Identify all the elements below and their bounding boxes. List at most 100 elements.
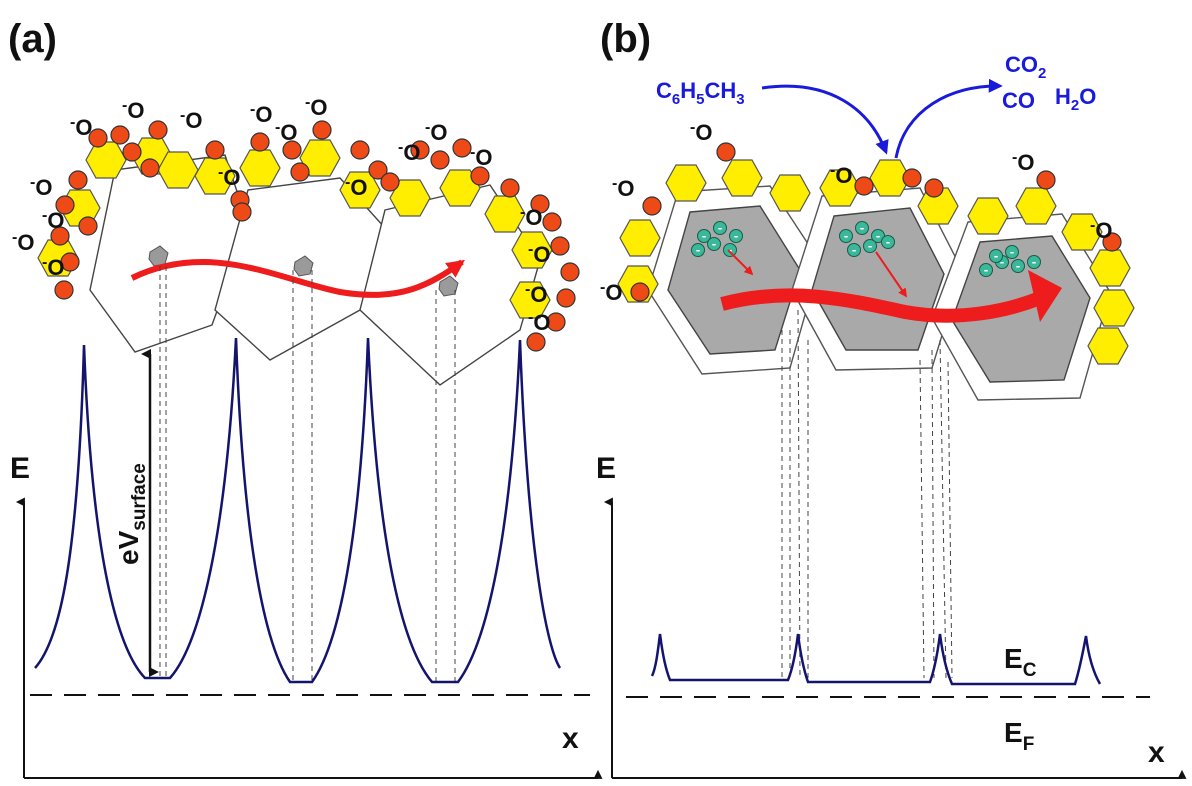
drift-arrow [727, 249, 754, 276]
panel-a: (a) [8, 17, 603, 779]
electron [881, 235, 895, 249]
oxygen-label: -O [1090, 217, 1112, 243]
oxygen-label: -O [398, 139, 420, 165]
oxygen-ion [556, 288, 576, 308]
electron-sign: - [844, 230, 849, 243]
site-b [819, 169, 861, 207]
grain-a-1 [89, 154, 249, 353]
guide-line [919, 359, 925, 679]
oxygen-label: -O [1012, 149, 1034, 175]
oxygen-label: -O [345, 174, 367, 200]
oxygen-ion [470, 166, 490, 186]
oxygen-label: -O [425, 119, 447, 145]
oxygen-ion [282, 140, 302, 160]
oxygen-label: -O [250, 101, 272, 127]
electron-sign: - [1032, 256, 1037, 269]
product-co: CO [1002, 88, 1035, 113]
oxygen-label: -O [525, 281, 547, 307]
site-b [769, 174, 811, 212]
oxygen-labels-a: -O -O -O -O -O -O -O -O -O -O -O -O -O -… [12, 94, 550, 335]
oxygen-label: -O [42, 254, 64, 280]
oxygen-ion [68, 170, 88, 190]
electron [707, 237, 721, 251]
oxygen-ion [250, 132, 270, 152]
site-b [1087, 327, 1129, 365]
electron [847, 243, 861, 257]
reactant-toluene: C6H5CH3 [656, 78, 745, 108]
oxygen-label: -O [42, 207, 64, 233]
electron-sign: - [1010, 246, 1015, 259]
oxygen-label: -O [30, 174, 52, 200]
oxygen-labels-b: -O -O -O -O -O -O [600, 119, 1112, 305]
electron-sign: - [1016, 260, 1021, 273]
reaction-arrow-in [761, 84, 889, 155]
oxygen-label: -O [528, 241, 550, 267]
oxygen-ion [560, 262, 580, 282]
oxygen-ion [205, 140, 225, 160]
reaction-arrow-out [894, 78, 1003, 159]
electron [713, 221, 727, 235]
oxygen-ion [312, 120, 332, 140]
electron-sign: - [868, 240, 873, 253]
contact-a-2 [293, 255, 314, 277]
ef-label: EF [1004, 717, 1034, 755]
x-axis-label-b: x [1148, 736, 1165, 769]
oxygen-ion [500, 178, 520, 198]
oxygen-ion [88, 128, 108, 148]
electron-sign: - [852, 244, 857, 257]
oxygen-ion [854, 176, 874, 196]
site-a [299, 139, 341, 177]
site-a [389, 179, 431, 217]
oxygen-ion [430, 150, 450, 170]
oxygen-ion [55, 195, 75, 215]
electron-sign: - [984, 264, 989, 277]
site-b [917, 187, 959, 225]
site-a [511, 231, 553, 269]
site-b [721, 159, 763, 197]
oxygen-dots-a [50, 120, 580, 352]
panel-b-label: (b) [600, 17, 651, 61]
panel-a-label: (a) [8, 17, 57, 61]
oxygen-ion [542, 212, 562, 232]
oxygen-ion [110, 125, 130, 145]
electron [697, 229, 711, 243]
oxygen-ion [122, 142, 142, 162]
e-axis-label-a: E [10, 452, 30, 485]
oxygen-ion [526, 332, 546, 352]
site-b [1093, 289, 1135, 327]
site-a [194, 157, 236, 195]
oxygen-ion [630, 282, 650, 302]
electron-sign: - [712, 238, 717, 251]
drift-arrow [875, 251, 908, 298]
product-co2: CO2 [1005, 52, 1046, 82]
electron [855, 221, 869, 235]
guide-line [939, 339, 947, 679]
oxygen-label: -O [70, 114, 92, 140]
guide-line [947, 361, 953, 679]
oxygen-ion [350, 140, 370, 160]
oxygen-label: -O [122, 97, 144, 123]
conduction-band-b [650, 633, 1102, 686]
oxygen-ion [232, 202, 252, 222]
site-a [439, 169, 481, 207]
oxygen-ion [410, 140, 430, 160]
oxygen-ion [380, 172, 400, 192]
oxygen-ion [530, 194, 550, 214]
oxygen-ion [148, 120, 168, 140]
electron [863, 239, 877, 253]
oxygen-ion [78, 216, 98, 236]
x-axis-label-a: x [562, 722, 579, 755]
barrier-height-label: eVsurface [113, 463, 150, 565]
electron [691, 243, 705, 257]
oxygen-dots-b [630, 142, 1122, 302]
oxygen-ion [642, 196, 662, 216]
electron [839, 229, 853, 243]
site-b [1089, 249, 1131, 287]
oxygen-ion [546, 312, 566, 332]
e-axis-label-b: E [596, 452, 616, 485]
electron-sign: - [1000, 256, 1005, 269]
site-a [509, 281, 551, 319]
electron [723, 243, 737, 257]
electron-sign: - [718, 222, 723, 235]
conduction-band-a [34, 337, 562, 684]
